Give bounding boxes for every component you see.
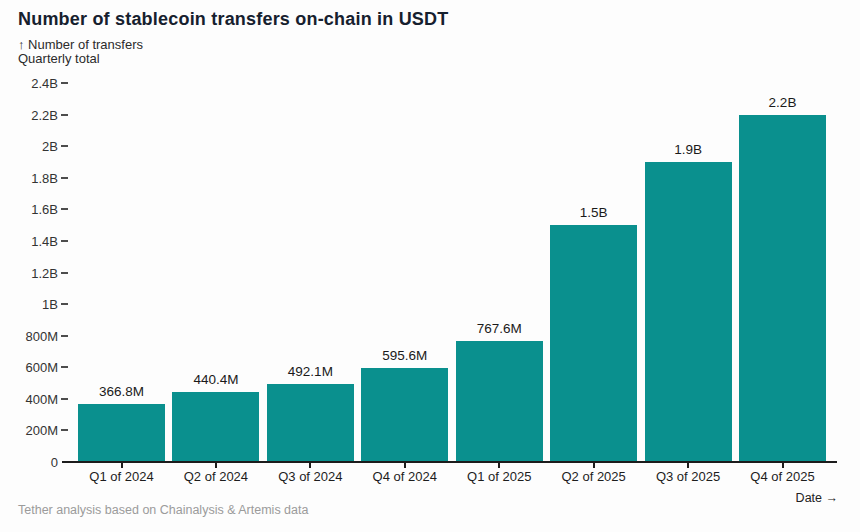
x-tick-mark <box>498 463 500 468</box>
y-tick-mark <box>61 208 68 210</box>
x-tick-mark <box>782 463 784 468</box>
y-tick-mark <box>61 114 68 116</box>
x-tick-mark <box>593 463 595 468</box>
x-tick-label: Q4 of 2024 <box>351 469 458 484</box>
y-tick-mark <box>61 82 68 84</box>
y-tick-mark <box>61 366 68 368</box>
x-tick-label: Q3 of 2025 <box>635 469 742 484</box>
bar-value-label: 767.6M <box>456 321 543 336</box>
x-tick-mark <box>404 463 406 468</box>
y-tick-label: 200M <box>0 423 58 438</box>
y-tick-mark <box>61 272 68 274</box>
bar-q2-of-2025 <box>550 225 637 462</box>
x-tick-label: Q1 of 2025 <box>446 469 553 484</box>
bar-q3-of-2025 <box>645 162 732 462</box>
y-axis-title: ↑ Number of transfers Quarterly total <box>18 38 143 65</box>
x-tick-label: Q1 of 2024 <box>68 469 175 484</box>
y-tick-label: 2.2B <box>0 108 58 123</box>
y-tick-mark <box>61 335 68 337</box>
y-tick-mark <box>61 398 68 400</box>
y-tick-label: 1.2B <box>0 266 58 281</box>
y-axis-title-line2: Quarterly total <box>18 52 143 66</box>
chart-title: Number of stablecoin transfers on-chain … <box>18 9 448 30</box>
bar-value-label: 1.5B <box>550 205 637 220</box>
bar-q4-of-2024 <box>361 368 448 462</box>
bar-value-label: 366.8M <box>78 384 165 399</box>
x-tick-label: Q3 of 2024 <box>257 469 364 484</box>
bar-value-label: 1.9B <box>645 142 732 157</box>
x-tick-mark <box>215 463 217 468</box>
y-tick-label: 1B <box>0 297 58 312</box>
y-tick-label: 1.8B <box>0 171 58 186</box>
bar-value-label: 440.4M <box>172 372 259 387</box>
bar-q3-of-2024 <box>267 384 354 462</box>
x-tick-mark <box>309 463 311 468</box>
x-tick-label: Q2 of 2024 <box>162 469 269 484</box>
bar-q2-of-2024 <box>172 392 259 462</box>
y-tick-mark <box>61 429 68 431</box>
stablecoin-transfers-chart: Number of stablecoin transfers on-chain … <box>0 0 860 532</box>
x-tick-mark <box>121 463 123 468</box>
source-note: Tether analysis based on Chainalysis & A… <box>18 503 308 517</box>
y-tick-label: 800M <box>0 329 58 344</box>
bar-q1-of-2024 <box>78 404 165 462</box>
x-axis-title: Date → <box>796 491 838 505</box>
x-tick-label: Q2 of 2025 <box>540 469 647 484</box>
x-axis-line <box>62 461 837 463</box>
y-tick-mark <box>61 177 68 179</box>
y-tick-label: 1.4B <box>0 234 58 249</box>
bar-value-label: 595.6M <box>361 348 448 363</box>
bar-value-label: 492.1M <box>267 364 354 379</box>
y-tick-mark <box>61 303 68 305</box>
y-tick-label: 400M <box>0 392 58 407</box>
bar-value-label: 2.2B <box>739 95 826 110</box>
y-tick-label: 0 <box>0 455 58 470</box>
y-tick-label: 1.6B <box>0 202 58 217</box>
x-tick-label: Q4 of 2025 <box>729 469 836 484</box>
y-tick-mark <box>61 145 68 147</box>
bar-q4-of-2025 <box>739 115 826 462</box>
x-tick-mark <box>687 463 689 468</box>
y-tick-label: 2B <box>0 139 58 154</box>
bar-q1-of-2025 <box>456 341 543 462</box>
y-tick-label: 600M <box>0 360 58 375</box>
y-axis-title-line1: ↑ Number of transfers <box>18 38 143 52</box>
y-tick-mark <box>61 240 68 242</box>
y-tick-label: 2.4B <box>0 76 58 91</box>
